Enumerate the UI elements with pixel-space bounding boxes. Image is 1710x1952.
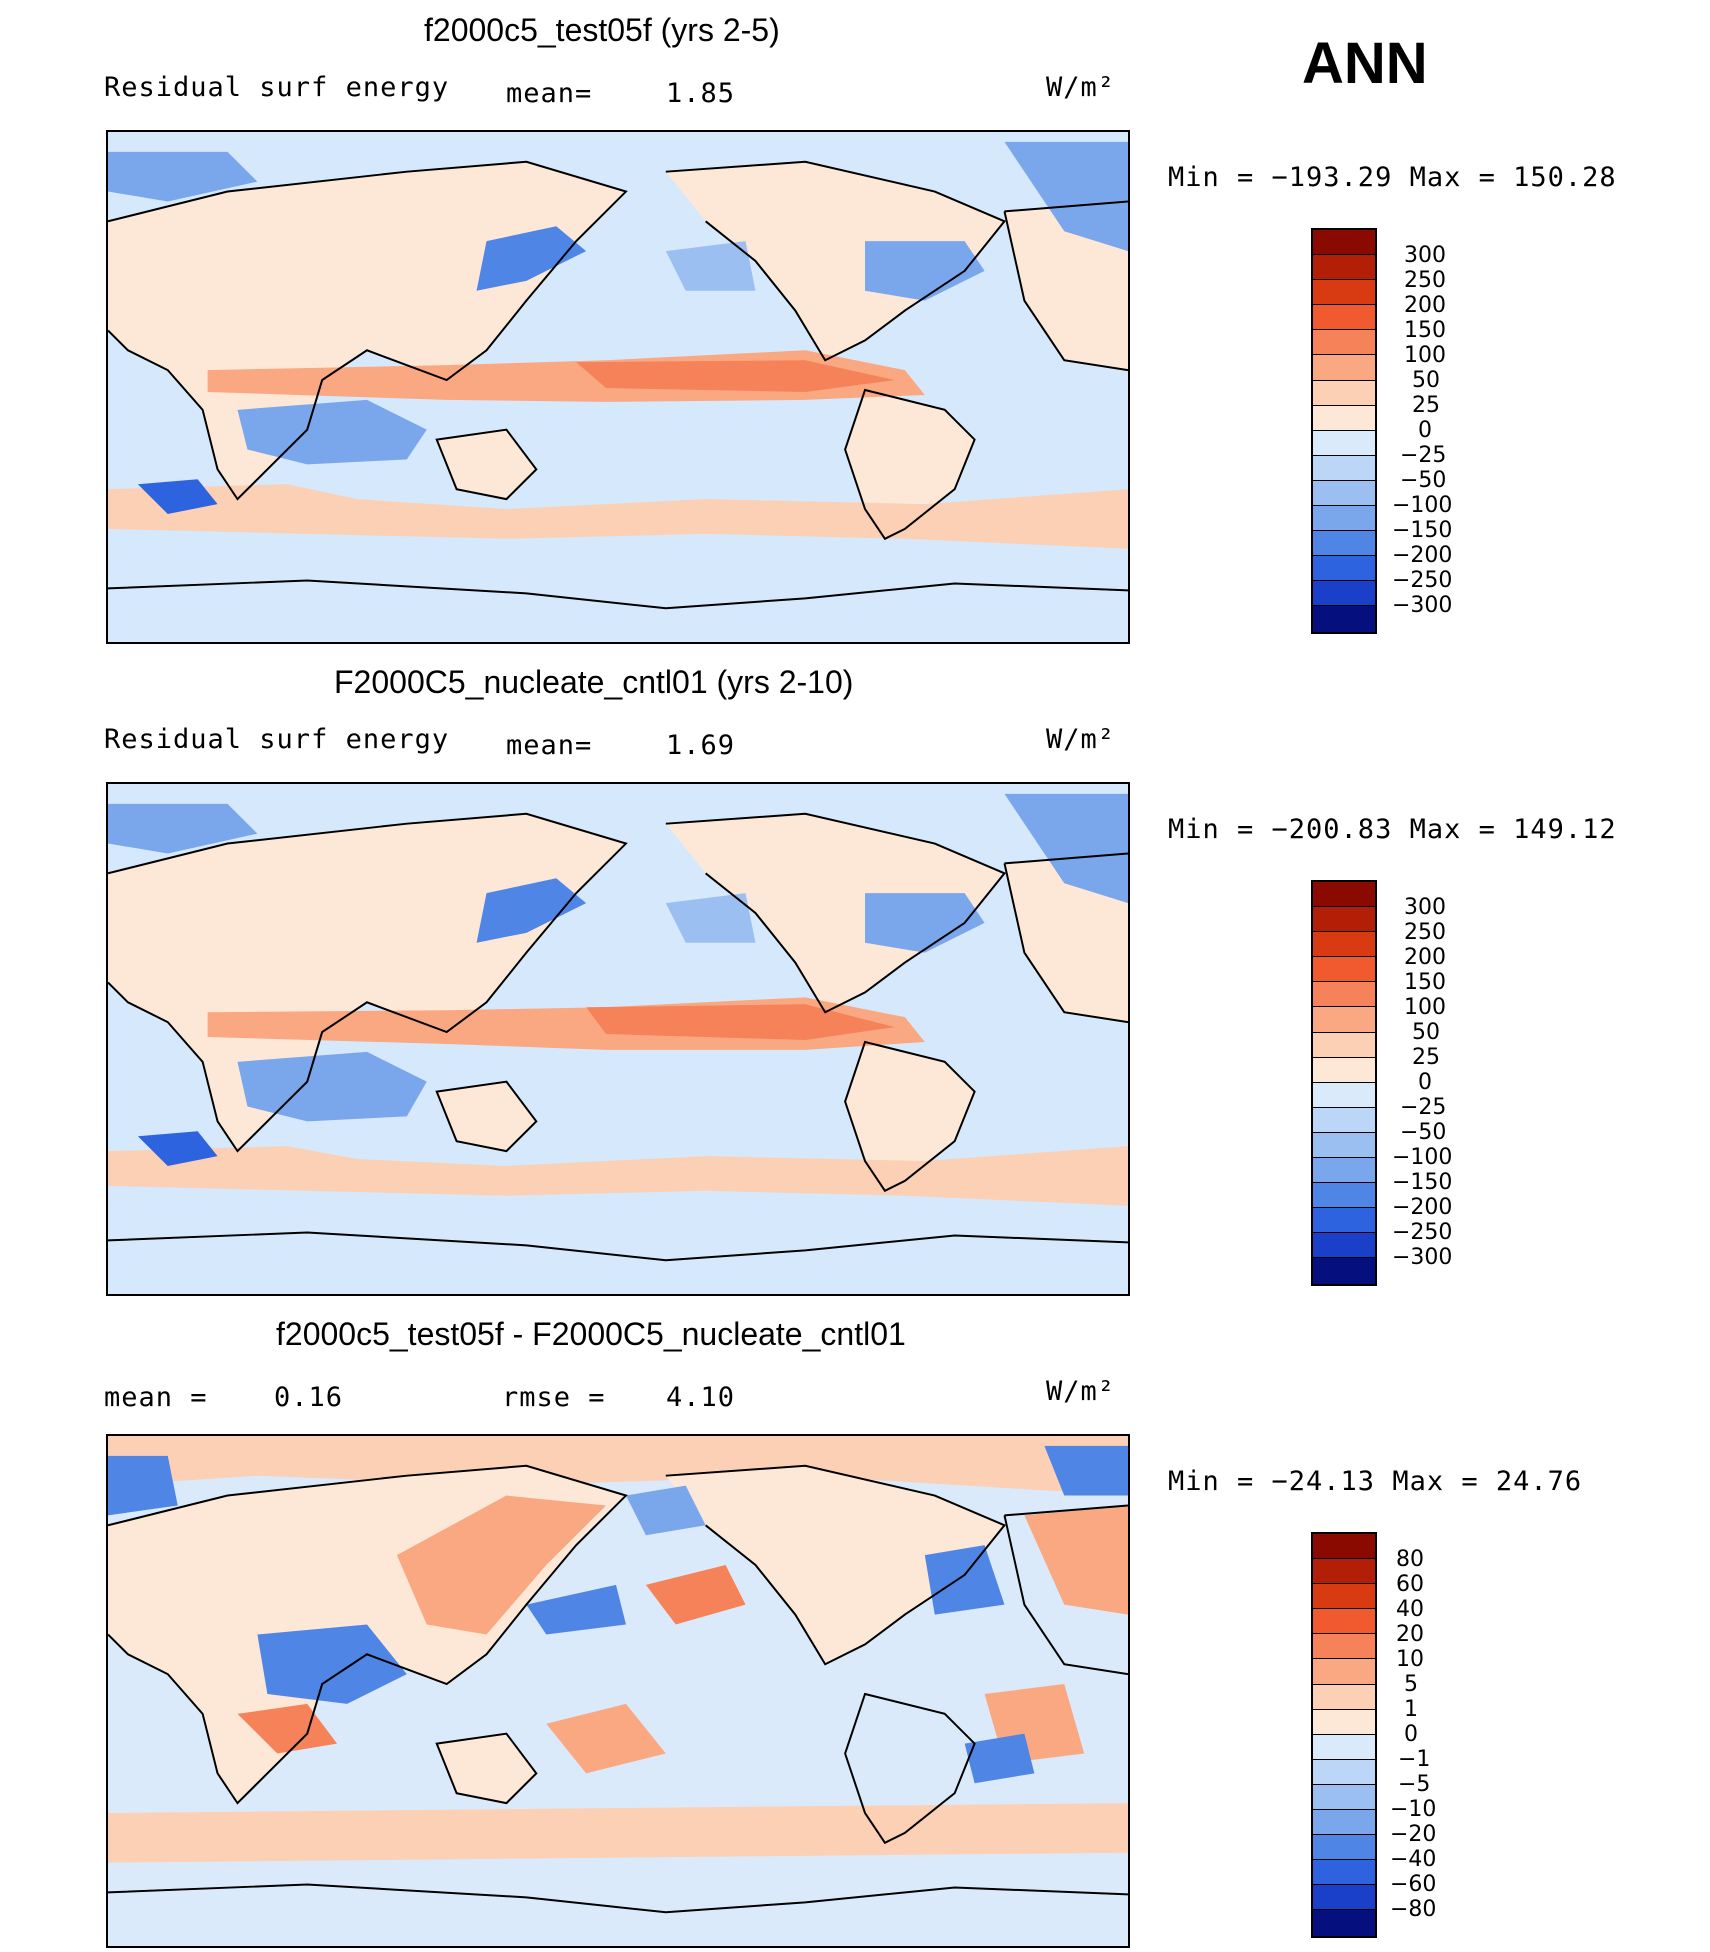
panel-2-coastlines [108,812,1128,1262]
panel-2-units: W/m² [1046,724,1116,755]
panel-2-mean-label: mean= [506,730,593,761]
panel-3-colorbar [1311,1532,1377,1938]
colorbar-tick: −50 [1400,1120,1447,1145]
colorbar-tick: 40 [1396,1597,1424,1622]
colorbar-tick: 60 [1396,1572,1424,1597]
colorbar-tick: 300 [1404,895,1446,920]
colorbar-tick: −40 [1390,1847,1437,1872]
panel-3-map-svg [108,1436,1128,1946]
colorbar-tick: 20 [1396,1622,1424,1647]
panel-3-units: W/m² [1046,1376,1116,1407]
panel-2-mean-value: 1.69 [666,730,736,761]
colorbar-tick: 0 [1418,1070,1432,1095]
colorbar-tick: 150 [1404,970,1446,995]
colorbar-tick: 10 [1396,1647,1424,1672]
colorbar-tick: −10 [1390,1797,1437,1822]
panel-2-contours [108,784,1128,1294]
panel-1-field: Residual surf energy [104,72,450,103]
colorbar-tick: 100 [1404,995,1446,1020]
panel-3-title: f2000c5_test05f - F2000C5_nucleate_cntl0… [276,1316,906,1352]
colorbar-tick: 50 [1412,1020,1440,1045]
colorbar-tick: 100 [1404,343,1446,368]
colorbar-tick: −150 [1392,518,1453,543]
panel-2-minmax: Min = −200.83 Max = 149.12 [1168,814,1617,845]
panel-1-title: f2000c5_test05f (yrs 2-5) [424,12,780,48]
panel-2-title: F2000C5_nucleate_cntl01 (yrs 2-10) [334,664,854,700]
colorbar-tick: 1 [1404,1697,1418,1722]
panel-1-map [106,130,1130,644]
panel-1-contours [108,132,1128,642]
panel-2-colorbar [1311,880,1377,1286]
panel-3-mean-label: mean = [104,1382,208,1413]
colorbar-tick: −250 [1392,1220,1453,1245]
colorbar-tick: 0 [1418,418,1432,443]
panel-2-map [106,782,1130,1296]
colorbar-tick: −25 [1400,1095,1447,1120]
colorbar-tick: −20 [1390,1822,1437,1847]
colorbar-tick: −80 [1390,1897,1437,1922]
panel-3-map [106,1434,1130,1948]
panel-1-coastlines [108,160,1128,610]
panel-3-contours [108,1436,1128,1946]
colorbar-tick: −25 [1400,443,1447,468]
colorbar-tick: 50 [1412,368,1440,393]
panel-1-mean-value: 1.85 [666,78,736,109]
colorbar-tick: −250 [1392,568,1453,593]
panel-1-map-svg [108,132,1128,642]
colorbar-tick: 300 [1404,243,1446,268]
colorbar-tick: 250 [1404,920,1446,945]
colorbar-tick: −200 [1392,543,1453,568]
panel-3-mean-value: 0.16 [274,1382,344,1413]
colorbar-tick: 25 [1412,1045,1440,1070]
colorbar-tick: −200 [1392,1195,1453,1220]
colorbar-tick: 250 [1404,268,1446,293]
colorbar-tick: −150 [1392,1170,1453,1195]
panel-3-coastlines [108,1464,1128,1914]
panel-2-map-svg [108,784,1128,1294]
colorbar-tick: 200 [1404,945,1446,970]
colorbar-tick: −300 [1392,593,1453,618]
panel-3-rmse-label: rmse = [502,1382,606,1413]
panel-1-mean-label: mean= [506,78,593,109]
colorbar-tick: −1 [1398,1747,1431,1772]
colorbar-tick: 80 [1396,1547,1424,1572]
panel-1-colorbar [1311,228,1377,634]
colorbar-tick: −100 [1392,1145,1453,1170]
colorbar-tick: 5 [1404,1672,1418,1697]
panel-3-rmse-value: 4.10 [666,1382,736,1413]
panel-1-units: W/m² [1046,72,1116,103]
panel-2-field: Residual surf energy [104,724,450,755]
colorbar-tick: 25 [1412,393,1440,418]
colorbar-tick: −100 [1392,493,1453,518]
season-label: ANN [1302,31,1428,96]
panel-1-minmax: Min = −193.29 Max = 150.28 [1168,162,1617,193]
colorbar-tick: 200 [1404,293,1446,318]
colorbar-tick: −60 [1390,1872,1437,1897]
panel-3-minmax: Min = −24.13 Max = 24.76 [1168,1466,1583,1497]
colorbar-tick: −5 [1398,1772,1431,1797]
colorbar-tick: 0 [1404,1722,1418,1747]
colorbar-tick: −50 [1400,468,1447,493]
colorbar-tick: −300 [1392,1245,1453,1270]
colorbar-tick: 150 [1404,318,1446,343]
